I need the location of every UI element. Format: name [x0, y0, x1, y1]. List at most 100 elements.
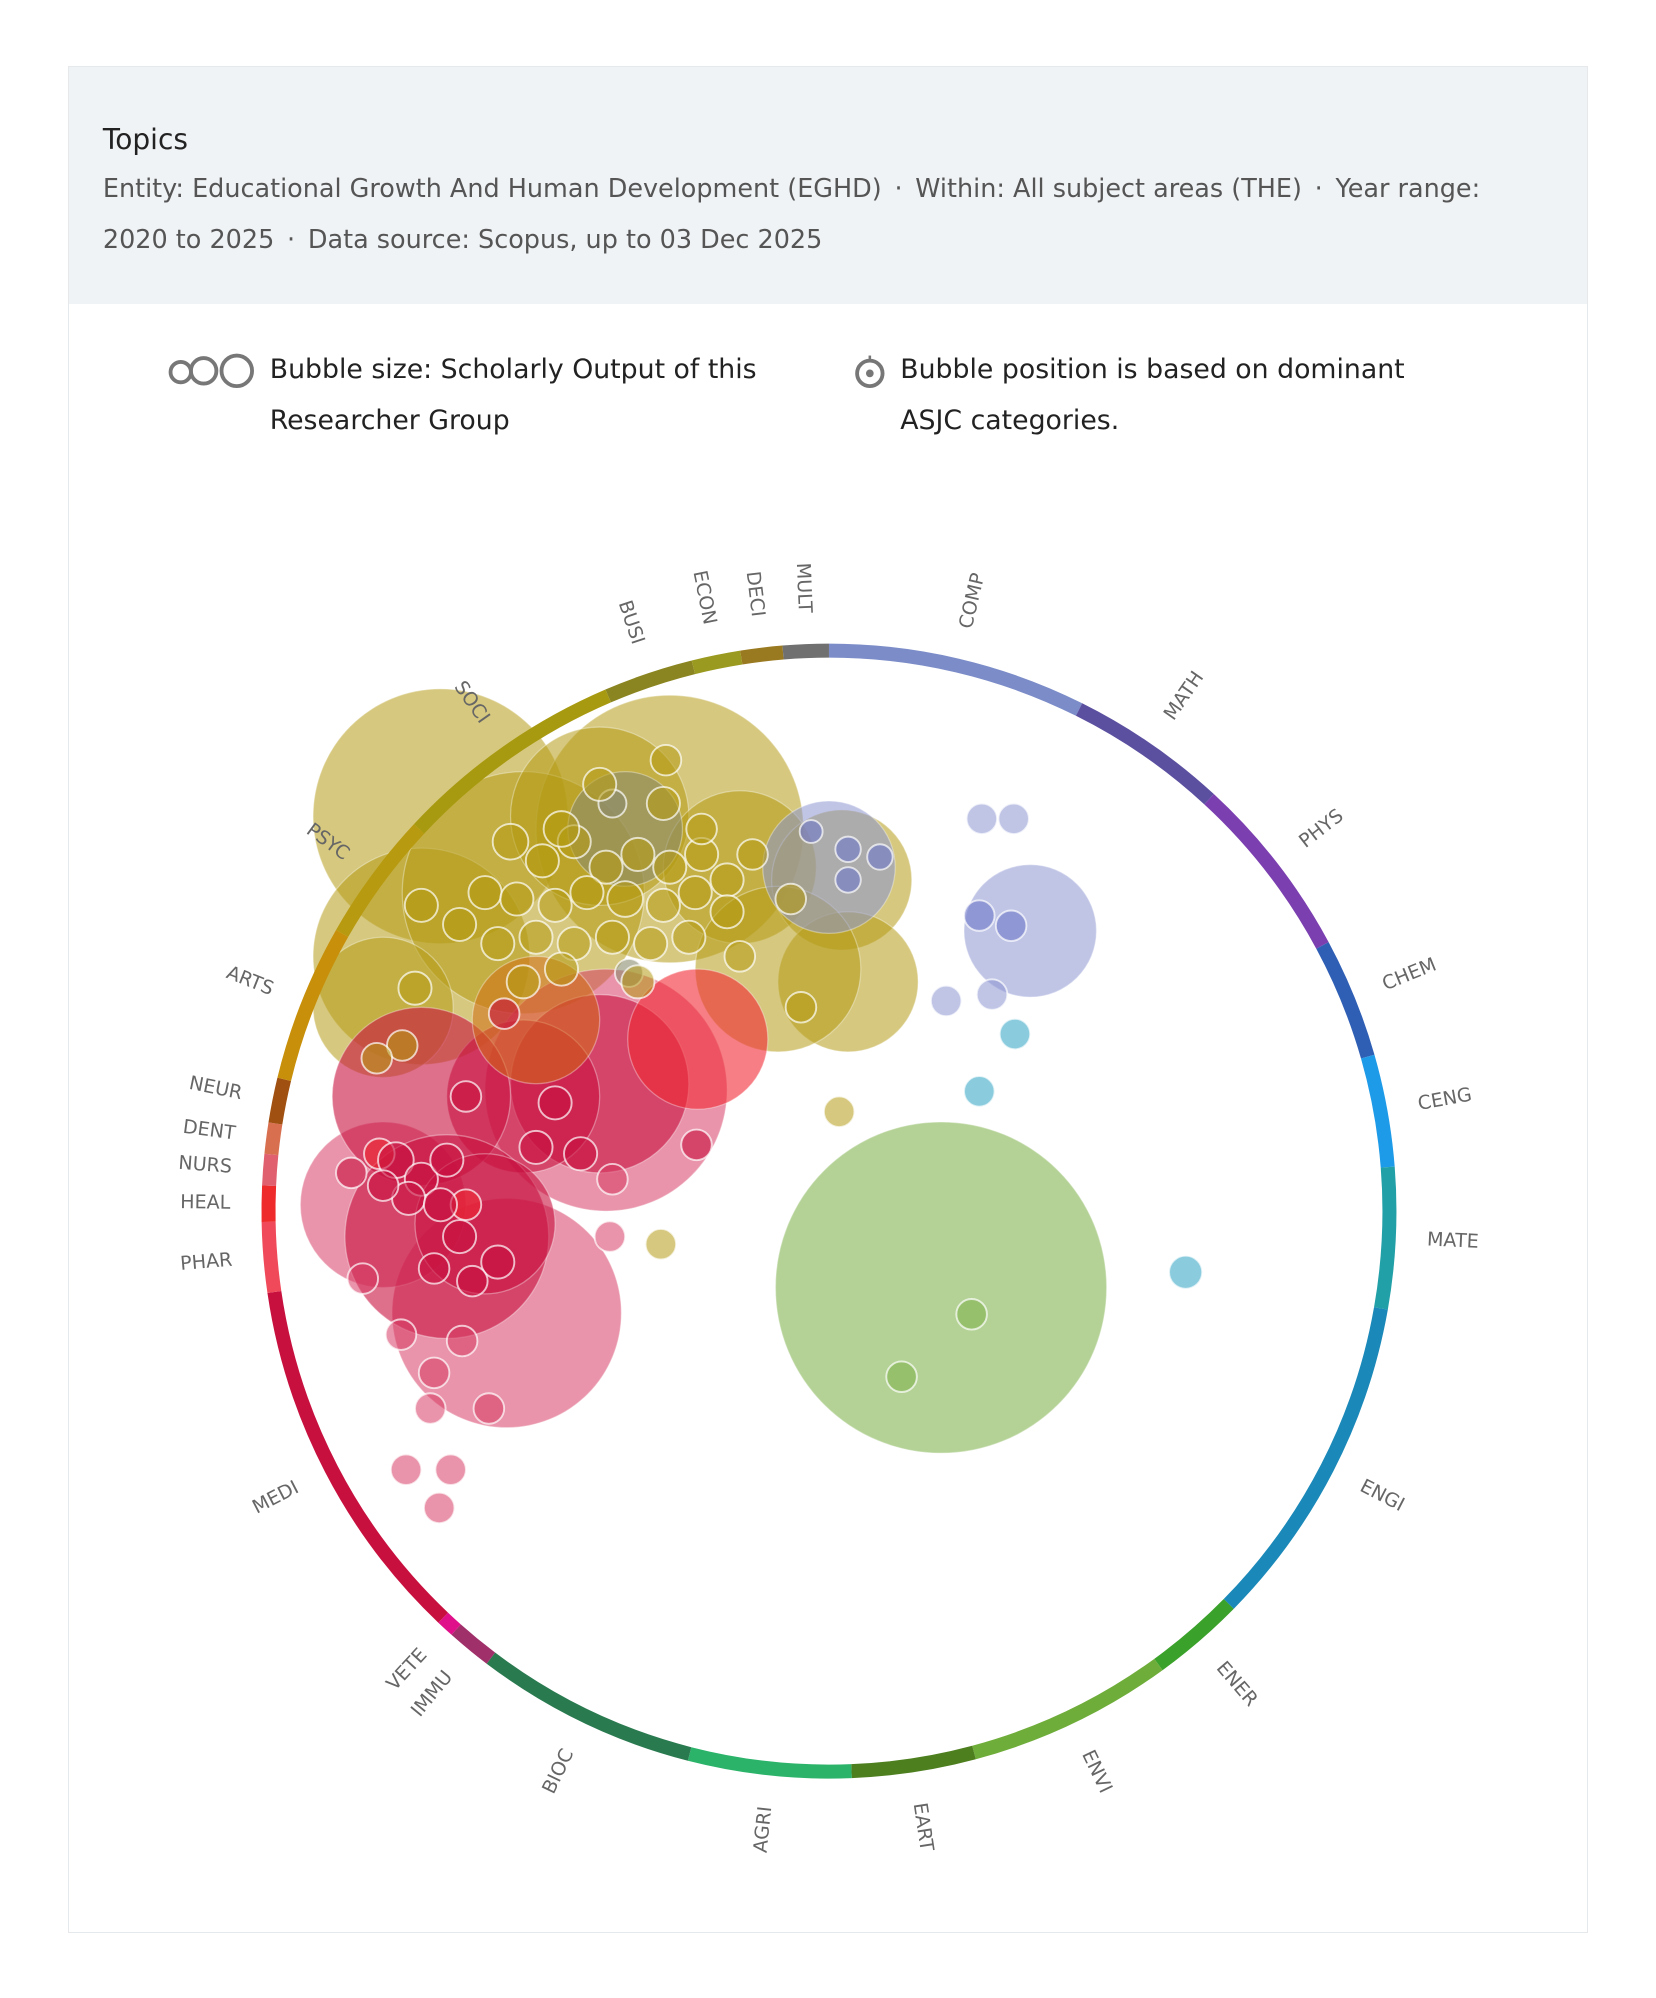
topic-bubble[interactable] [397, 970, 433, 1006]
topic-bubble[interactable] [389, 1453, 423, 1486]
topic-bubble[interactable] [723, 940, 757, 973]
topic-bubble[interactable] [594, 919, 630, 955]
topic-bubble[interactable] [518, 919, 554, 955]
topic-bubble[interactable] [620, 836, 656, 872]
topic-bubble[interactable] [1168, 1254, 1204, 1290]
topic-bubble[interactable] [518, 1129, 554, 1165]
topics-card: Topics Entity: Educational Growth And Hu… [67, 66, 1588, 1934]
topic-bubble[interactable] [491, 822, 530, 861]
ring-segment-deci [740, 645, 784, 665]
topic-bubble[interactable] [620, 964, 656, 1000]
topic-bubble[interactable] [822, 1095, 856, 1128]
topic-bubble[interactable] [480, 1244, 516, 1280]
topic-bubble[interactable] [467, 875, 503, 911]
bubble-position-label: Bubble position is based on dominant ASJ… [900, 353, 1405, 436]
topic-bubble[interactable] [784, 991, 818, 1024]
topic-bubble[interactable] [994, 909, 1028, 943]
topic-bubble[interactable] [472, 1392, 506, 1425]
category-label: MEDI [248, 1476, 302, 1519]
topic-bubble[interactable] [417, 1252, 451, 1285]
topic-bubble[interactable] [422, 1187, 458, 1223]
topic-bubble[interactable] [627, 968, 769, 1110]
ring-segment-soci [413, 689, 611, 834]
topic-bubble[interactable] [429, 1142, 465, 1178]
category-label: DENT [182, 1115, 238, 1145]
topic-bubble[interactable] [866, 843, 894, 871]
topic-bubble[interactable] [543, 951, 579, 987]
topic-bubble[interactable] [963, 899, 996, 932]
topic-bubble[interactable] [414, 1153, 556, 1295]
topic-bubble[interactable] [736, 838, 769, 871]
topic-bubble[interactable] [422, 1491, 456, 1525]
topic-bubble[interactable] [417, 1356, 451, 1390]
topic-bubble[interactable] [499, 881, 535, 917]
topic-bubble[interactable] [963, 863, 1098, 998]
topic-bubble[interactable] [798, 819, 824, 844]
topic-bubble[interactable] [649, 743, 683, 777]
topic-bubble[interactable] [955, 1298, 988, 1331]
topic-bubble[interactable] [588, 849, 624, 885]
topic-bubble[interactable] [442, 906, 478, 943]
category-label: EART [909, 1801, 939, 1853]
topic-bubble[interactable] [360, 1042, 394, 1075]
topic-bubble[interactable] [487, 997, 521, 1030]
topic-bubble[interactable] [471, 955, 601, 1085]
topic-bubble[interactable] [965, 802, 999, 836]
topic-bubble[interactable] [537, 887, 573, 923]
topic-bubble[interactable] [563, 1136, 599, 1172]
ring-segment-phar [261, 1221, 282, 1294]
topic-bubble[interactable] [685, 812, 718, 846]
topic-bubble[interactable] [834, 835, 862, 864]
topic-bubble[interactable] [537, 1085, 573, 1121]
ring-segment-bioc [486, 1652, 692, 1761]
topic-bubble[interactable] [997, 802, 1030, 836]
topic-bubble[interactable] [975, 978, 1009, 1011]
topic-bubble[interactable] [335, 1156, 368, 1190]
topic-bubble[interactable] [505, 964, 541, 1000]
category-label: ARTS [223, 961, 277, 1000]
category-label: COMP [954, 571, 989, 631]
topic-bubble[interactable] [709, 894, 745, 930]
topic-bubble[interactable] [671, 919, 707, 955]
topic-bubble[interactable] [606, 880, 644, 918]
topic-bubble[interactable] [596, 1163, 629, 1196]
topic-bubble[interactable] [593, 1220, 627, 1253]
topic-bubble[interactable] [963, 1075, 996, 1108]
separator: · [894, 173, 903, 204]
topic-bubble[interactable] [709, 862, 745, 898]
category-label: PHYS [1294, 804, 1347, 853]
topic-bubble[interactable] [834, 866, 862, 894]
topic-bubble[interactable] [774, 882, 807, 916]
topic-bubble[interactable] [582, 766, 618, 802]
topic-bubble[interactable] [652, 849, 688, 885]
topic-bubble[interactable] [929, 984, 963, 1018]
ring-segment-psyc [336, 824, 425, 937]
topic-bubble[interactable] [386, 1029, 419, 1062]
topic-bubble[interactable] [633, 926, 669, 962]
topic-bubble[interactable] [456, 1264, 489, 1298]
topic-bubble[interactable] [434, 1453, 467, 1486]
topic-bubble[interactable] [774, 1121, 1108, 1454]
topic-bubble[interactable] [366, 1169, 400, 1202]
topic-bubble[interactable] [542, 810, 581, 848]
topic-bubble[interactable] [414, 1392, 447, 1425]
topic-bubble[interactable] [403, 887, 439, 923]
topic-bubble[interactable] [346, 1262, 380, 1295]
topic-bubble[interactable] [480, 926, 516, 962]
topic-bubble[interactable] [384, 1318, 418, 1351]
ring-segment-busi [605, 660, 696, 703]
topic-bubble[interactable] [645, 887, 681, 923]
topic-bubble[interactable] [449, 1080, 483, 1113]
topic-bubble[interactable] [524, 843, 560, 879]
ring-segment-dent [264, 1122, 283, 1156]
topic-bubble[interactable] [569, 875, 605, 911]
topic-bubble[interactable] [680, 1128, 713, 1162]
topic-bubble[interactable] [677, 875, 713, 911]
topic-bubble[interactable] [442, 1219, 478, 1255]
topic-bubble[interactable] [885, 1360, 918, 1393]
topic-bubble[interactable] [445, 1324, 479, 1358]
topic-bubble[interactable] [644, 1227, 678, 1261]
topic-bubble[interactable] [645, 785, 681, 822]
category-label: NURS [178, 1151, 233, 1178]
topic-bubble[interactable] [998, 1017, 1032, 1051]
